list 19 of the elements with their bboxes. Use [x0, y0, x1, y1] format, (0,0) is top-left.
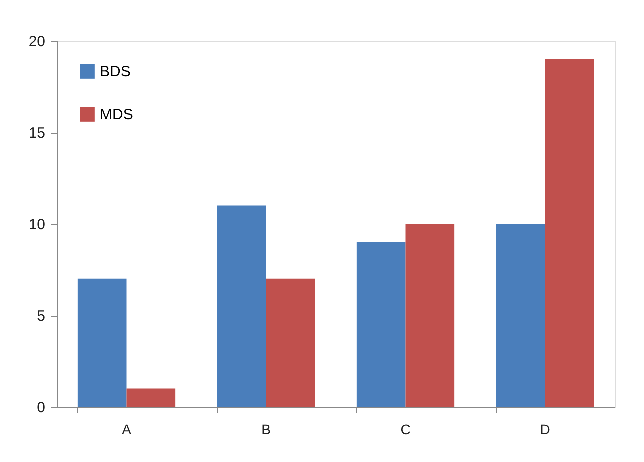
x-tick-label: C [400, 422, 411, 438]
legend-label: MDS [100, 106, 134, 124]
bar [496, 224, 546, 407]
y-tick-label: 0 [37, 400, 46, 416]
x-tick-label: A [122, 422, 132, 438]
bar [356, 242, 406, 407]
x-tick-label: B [262, 422, 271, 438]
bar [406, 224, 455, 407]
y-tick-label: 5 [37, 308, 46, 325]
bar [217, 206, 266, 407]
x-tick-label: D [540, 422, 550, 438]
bar [78, 278, 127, 407]
bar [126, 388, 176, 407]
y-tick-label: 10 [28, 216, 46, 234]
bar [545, 59, 594, 407]
y-tick-label: 20 [28, 34, 46, 50]
legend-label: BDS [100, 64, 131, 80]
bar [266, 278, 316, 407]
y-tick-label: 15 [28, 125, 46, 142]
